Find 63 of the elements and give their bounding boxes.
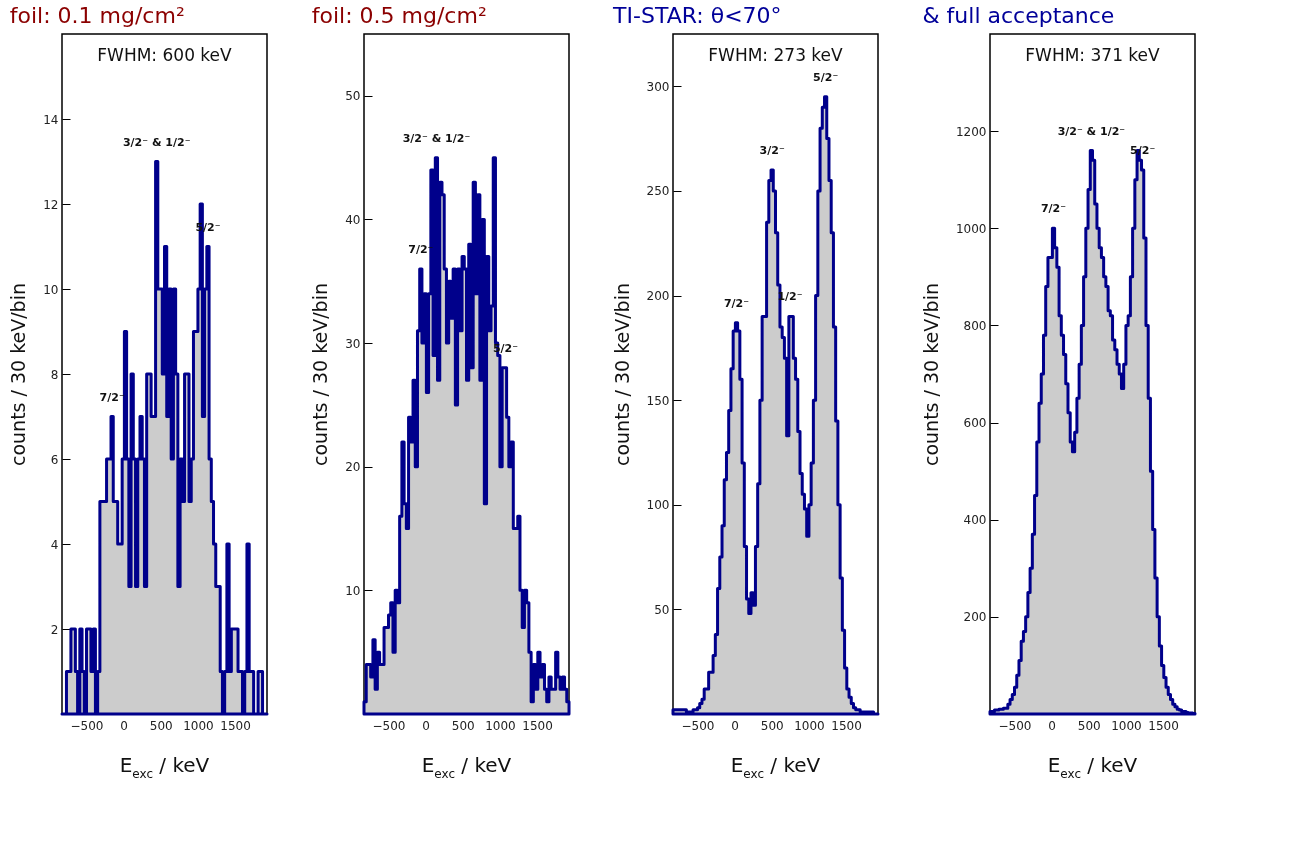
y-tick-label: 1200 xyxy=(955,124,987,139)
x-tick-label: 1500 xyxy=(1148,718,1179,733)
x-tick-label: 1500 xyxy=(522,718,553,733)
x-tick-label: −500 xyxy=(70,718,104,733)
x-tick-label: 1000 xyxy=(1111,718,1142,733)
x-tick-label: 1500 xyxy=(220,718,251,733)
chart-title: foil: 0.1 mg/cm² xyxy=(9,3,185,28)
annotation: 3/2⁻ & 1/2⁻ xyxy=(1057,124,1126,138)
y-tick-label: 100 xyxy=(646,498,670,513)
annotation: 3/2⁻ xyxy=(759,144,785,157)
y-tick-label: 12 xyxy=(43,197,59,212)
y-tick-label: 200 xyxy=(963,610,987,625)
x-tick-label: 1000 xyxy=(794,718,825,733)
x-tick-label: 0 xyxy=(120,718,128,733)
y-axis-title: counts / 30 keV/bin xyxy=(919,283,942,466)
y-tick-label: 8 xyxy=(50,367,59,382)
y-tick-label: 4 xyxy=(50,537,59,552)
y-tick-label: 2 xyxy=(50,622,59,637)
y-tick-label: 200 xyxy=(646,289,670,304)
x-tick-label: −500 xyxy=(998,718,1032,733)
annotation: 7/2⁻ xyxy=(1040,202,1067,216)
y-tick-label: 40 xyxy=(345,212,361,227)
annotation: 5/2⁻ xyxy=(813,70,839,84)
x-tick-label: 1000 xyxy=(183,718,214,733)
x-tick-label: 1000 xyxy=(485,718,516,733)
y-tick-label: 50 xyxy=(345,89,361,104)
chart-title: foil: 0.5 mg/cm² xyxy=(311,3,487,28)
y-axis-title: counts / 30 keV/bin xyxy=(7,283,30,466)
x-tick-label: 500 xyxy=(1077,718,1101,733)
annotation: FWHM: 600 keV xyxy=(97,45,233,65)
annotation: 5/2⁻ xyxy=(1130,144,1156,157)
x-tick-label: 0 xyxy=(422,718,430,733)
x-tick-label: −500 xyxy=(681,718,715,733)
y-tick-label: 20 xyxy=(345,460,361,475)
y-tick-label: 400 xyxy=(963,513,987,528)
y-tick-label: 600 xyxy=(963,416,987,431)
x-tick-label: 500 xyxy=(149,718,173,733)
annotation: FWHM: 371 keV xyxy=(1025,45,1161,65)
y-tick-label: 6 xyxy=(50,452,59,467)
annotation: 7/2⁻ xyxy=(723,296,750,310)
x-tick-label: 1500 xyxy=(831,718,862,733)
y-tick-label: 800 xyxy=(963,318,987,333)
chart-title: TI-STAR: θ<70° xyxy=(612,3,782,28)
x-tick-label: 500 xyxy=(760,718,784,733)
y-tick-label: 14 xyxy=(43,112,59,127)
x-tick-label: 0 xyxy=(1048,718,1056,733)
annotation: 3/2⁻ & 1/2⁻ xyxy=(402,131,471,145)
annotation: 3/2⁻ & 1/2⁻ xyxy=(122,135,191,149)
annotation: FWHM: 273 keV xyxy=(708,45,844,65)
y-tick-label: 50 xyxy=(654,602,670,617)
y-tick-label: 300 xyxy=(646,79,670,94)
y-axis-title: counts / 30 keV/bin xyxy=(610,283,633,466)
y-tick-label: 10 xyxy=(345,583,361,598)
x-tick-label: 0 xyxy=(731,718,739,733)
y-tick-label: 250 xyxy=(646,184,670,199)
y-tick-label: 1000 xyxy=(955,221,987,236)
chart-title: & full acceptance xyxy=(922,3,1115,28)
y-tick-label: 10 xyxy=(43,282,59,297)
y-tick-label: 150 xyxy=(646,393,670,408)
x-tick-label: −500 xyxy=(372,718,406,733)
y-tick-label: 30 xyxy=(345,336,361,351)
y-axis-title: counts / 30 keV/bin xyxy=(309,283,332,466)
x-tick-label: 500 xyxy=(451,718,475,733)
